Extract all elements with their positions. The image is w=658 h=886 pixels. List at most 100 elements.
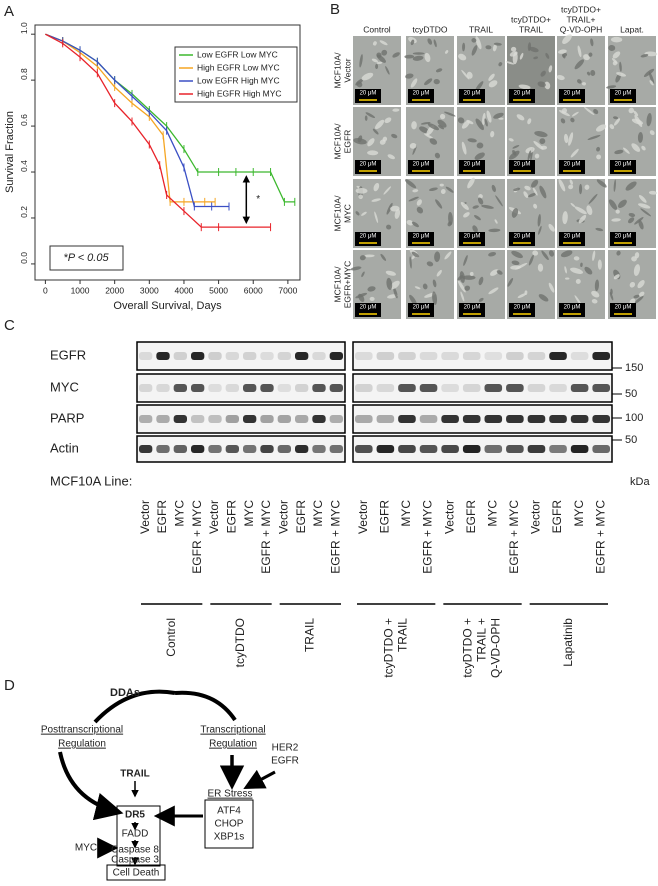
band xyxy=(243,415,257,423)
cell xyxy=(493,112,504,119)
band xyxy=(191,445,205,453)
cell xyxy=(432,279,437,288)
cell xyxy=(565,277,570,280)
band xyxy=(260,445,274,453)
cell xyxy=(638,220,644,230)
y-tick-label: 0.8 xyxy=(19,68,29,80)
cell xyxy=(612,116,619,120)
diagram-label: Posttranscriptional xyxy=(41,725,123,736)
cell xyxy=(633,294,640,299)
band xyxy=(260,384,274,392)
cell xyxy=(534,131,548,138)
scale-bar-label: 20 μM xyxy=(564,305,581,311)
cell xyxy=(527,118,532,125)
band xyxy=(260,415,274,423)
cell xyxy=(463,212,470,218)
cell xyxy=(523,191,529,198)
cell xyxy=(564,266,567,274)
cell xyxy=(588,193,598,204)
cell xyxy=(628,217,635,224)
cell xyxy=(457,275,463,281)
y-tick-label: 0.4 xyxy=(19,160,29,172)
cell xyxy=(570,117,575,123)
cell xyxy=(638,203,651,209)
band xyxy=(295,352,309,360)
band xyxy=(484,352,503,360)
x-tick-label: 1000 xyxy=(71,285,90,295)
band xyxy=(527,445,546,453)
scale-bar-label: 20 μM xyxy=(413,234,430,240)
cell xyxy=(359,54,363,68)
band xyxy=(173,352,187,360)
cell xyxy=(568,184,574,190)
column-header: Lapat. xyxy=(620,24,644,34)
row-label: MCF10A/ xyxy=(332,195,342,232)
cell xyxy=(432,291,438,305)
cell xyxy=(610,36,623,43)
cell xyxy=(462,42,466,52)
group-label: Control xyxy=(164,618,178,657)
band xyxy=(570,352,589,360)
micrograph: 20 μM xyxy=(353,107,401,176)
cell xyxy=(409,142,417,149)
cell xyxy=(390,205,400,212)
cell xyxy=(560,250,573,258)
diagram-label: FADD xyxy=(122,829,149,840)
cell xyxy=(511,208,519,218)
pathway-diagram: DDAs Posttranscriptional Regulation Transcr… xyxy=(41,687,299,881)
protein-label: PARP xyxy=(50,410,84,425)
cell xyxy=(611,218,621,222)
column-header: TRAIL xyxy=(519,24,543,34)
band xyxy=(419,384,438,392)
band xyxy=(173,384,187,392)
cell xyxy=(570,148,579,158)
band xyxy=(208,352,222,360)
cell xyxy=(457,117,465,124)
cell xyxy=(429,187,438,192)
cell xyxy=(587,134,601,140)
x-tick-label: 7000 xyxy=(278,285,297,295)
lane-label: Vector xyxy=(138,500,152,534)
cell xyxy=(476,142,484,149)
band xyxy=(549,384,567,392)
band xyxy=(312,384,326,392)
cell xyxy=(486,110,492,123)
cell xyxy=(637,131,643,143)
cell xyxy=(385,270,396,276)
micrograph: 20 μM xyxy=(557,107,607,176)
micrograph: 20 μM xyxy=(557,250,605,319)
column-header: TRAIL+ xyxy=(566,14,595,24)
cell xyxy=(392,108,400,112)
cell xyxy=(532,250,539,256)
blot-bg xyxy=(136,435,346,463)
cell xyxy=(584,266,593,275)
micrograph: 20 μM xyxy=(608,107,656,176)
cell xyxy=(434,152,441,159)
cell xyxy=(383,186,392,195)
cell xyxy=(461,141,467,155)
cell xyxy=(427,38,433,45)
band xyxy=(527,352,546,360)
cell xyxy=(519,52,524,60)
cell xyxy=(436,269,442,277)
band xyxy=(527,384,546,392)
diagram-label: ER Stress xyxy=(207,789,252,800)
cell xyxy=(464,285,471,291)
cell xyxy=(513,187,521,192)
cell xyxy=(634,252,640,259)
cell xyxy=(467,177,475,189)
band xyxy=(156,384,170,392)
band xyxy=(156,352,170,360)
cell xyxy=(608,199,618,210)
cell xyxy=(376,54,386,63)
cell xyxy=(558,178,566,192)
band xyxy=(295,445,309,453)
band xyxy=(208,415,222,423)
cell xyxy=(511,260,520,266)
cell xyxy=(622,147,630,154)
panel-letter: A xyxy=(4,3,14,20)
cell xyxy=(424,78,433,86)
cell xyxy=(570,267,584,274)
cell xyxy=(460,291,465,302)
